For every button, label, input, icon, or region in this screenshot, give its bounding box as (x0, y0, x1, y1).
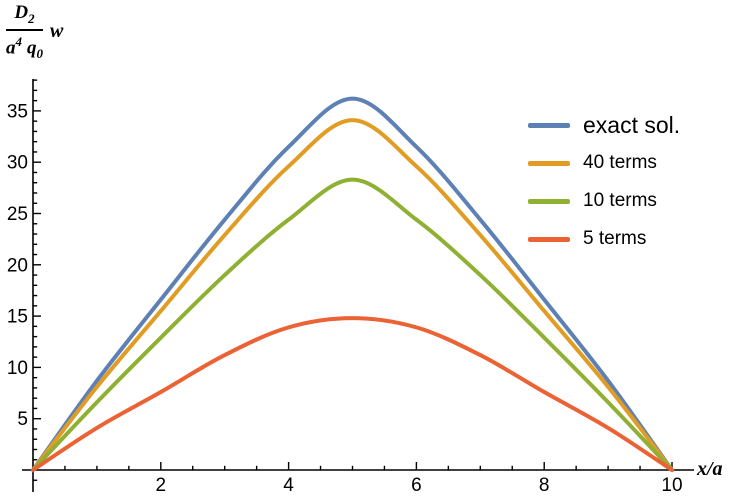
curve-exact-sol (31, 96, 674, 472)
y-tick-label: 35 (7, 101, 28, 122)
x-tick-label: 8 (539, 475, 550, 496)
legend: exact sol. 40 terms 10 terms 5 terms (528, 106, 680, 258)
y-tick-label: 10 (7, 358, 28, 379)
legend-label: 5 terms (583, 228, 647, 249)
x-tick-label: 6 (411, 475, 422, 496)
legend-item: 5 terms (528, 220, 680, 258)
x-tick-label: 10 (661, 475, 682, 496)
legend-label: 40 terms (583, 152, 657, 173)
legend-line-swatch (528, 236, 570, 242)
legend-line-swatch (528, 160, 570, 166)
x-axis-label: x/a (697, 458, 723, 480)
x-tick-label: 2 (156, 475, 167, 496)
y-tick-label: 25 (7, 204, 28, 225)
legend-label: exact sol. (583, 111, 681, 138)
y-axis-label-factor: w (50, 19, 64, 42)
y-tick-label: 5 (17, 409, 28, 430)
legend-label: 10 terms (583, 190, 657, 211)
legend-line-swatch (528, 122, 570, 128)
y-tick-label: 15 (7, 307, 28, 328)
fraction-numerator: D2 (14, 2, 35, 26)
y-axis-label: D2 a4 q0 w (6, 3, 63, 60)
fraction-denominator: a4 q0 (6, 33, 43, 61)
x-tick-label: 4 (283, 475, 294, 496)
legend-item: 40 terms (528, 144, 680, 182)
legend-line-swatch (528, 198, 570, 204)
legend-item: exact sol. (528, 106, 680, 144)
fraction-bar (6, 28, 43, 31)
curve-40-terms (31, 118, 674, 472)
y-axis-fraction: D2 a4 q0 (6, 3, 43, 60)
curve-5-terms (31, 316, 674, 472)
legend-item: 10 terms (528, 182, 680, 220)
curve-10-terms (31, 177, 674, 472)
y-tick-label: 30 (7, 153, 28, 174)
y-tick-label: 20 (7, 255, 28, 276)
